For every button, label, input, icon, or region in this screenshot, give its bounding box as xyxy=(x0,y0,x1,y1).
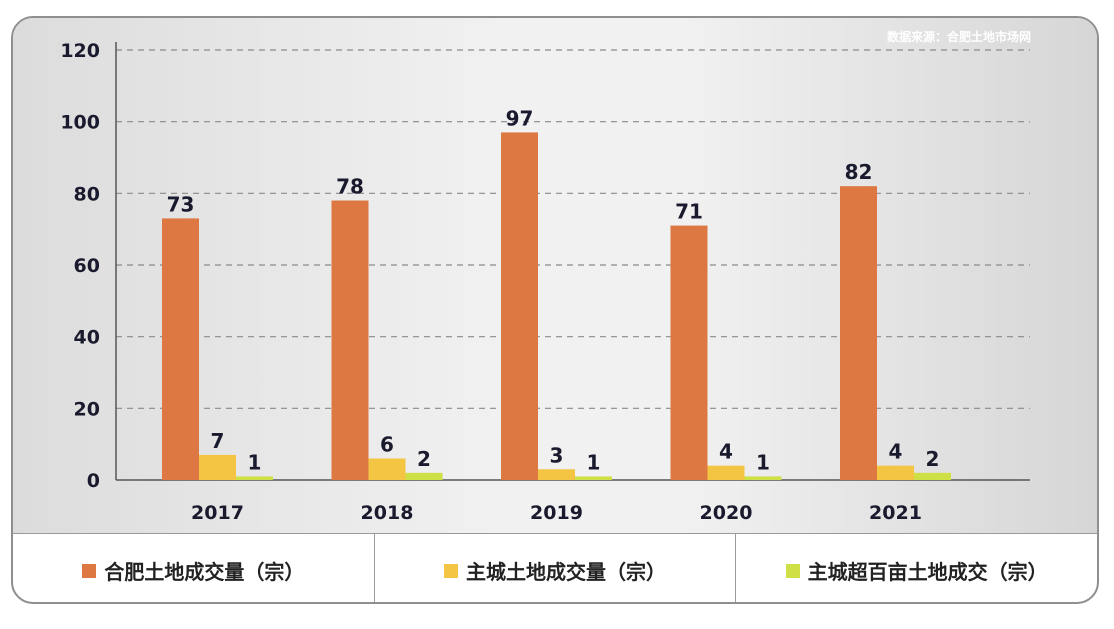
legend-swatch-series-2 xyxy=(444,563,458,578)
data-label: 4 xyxy=(719,440,733,464)
x-tick-label: 2017 xyxy=(191,502,244,524)
data-label: 2 xyxy=(926,447,940,471)
bar xyxy=(670,225,708,480)
source-note: 数据来源：合肥土地市场网 xyxy=(886,30,1031,44)
bar xyxy=(744,476,782,480)
bar xyxy=(840,186,877,480)
data-label: 71 xyxy=(675,200,703,224)
data-label: 1 xyxy=(756,450,770,474)
data-label: 7 xyxy=(211,429,225,453)
data-label: 6 xyxy=(380,433,394,457)
y-tick-label: 40 xyxy=(74,327,100,349)
bar xyxy=(707,465,745,480)
legend-item-series-2: 主城土地成交量（宗） xyxy=(375,534,737,602)
legend: 合肥土地成交量（宗） 主城土地成交量（宗） 主城超百亩土地成交（宗） xyxy=(13,533,1097,602)
data-label: 97 xyxy=(506,106,534,130)
x-tick-label: 2020 xyxy=(700,502,753,524)
y-tick-label: 20 xyxy=(74,398,100,420)
bar xyxy=(162,218,199,480)
bar xyxy=(877,465,914,480)
x-tick-label: 2019 xyxy=(530,502,583,524)
y-tick-label: 120 xyxy=(60,40,100,62)
data-label: 3 xyxy=(550,443,564,467)
bar xyxy=(405,472,443,480)
legend-swatch-series-3 xyxy=(785,563,800,578)
legend-label-series-1: 合肥土地成交量（宗） xyxy=(104,560,305,584)
legend-swatch-series-1 xyxy=(82,563,97,578)
bar xyxy=(331,200,369,480)
x-tick-label: 2018 xyxy=(361,502,414,524)
data-label: 1 xyxy=(587,450,601,474)
legend-label-series-2: 主城土地成交量（宗） xyxy=(466,560,666,584)
legend-item-series-1: 合肥土地成交量（宗） xyxy=(13,534,375,602)
bar xyxy=(538,469,575,480)
legend-label-series-3: 主城超百亩土地成交（宗） xyxy=(807,560,1048,584)
bar xyxy=(501,132,538,480)
bar xyxy=(236,476,273,480)
data-label: 78 xyxy=(336,175,364,199)
data-label: 2 xyxy=(417,447,431,471)
data-label: 1 xyxy=(248,450,262,474)
y-tick-label: 0 xyxy=(87,470,100,492)
x-tick-label: 2021 xyxy=(869,502,922,524)
data-label: 82 xyxy=(845,160,873,184)
legend-item-series-3: 主城超百亩土地成交（宗） xyxy=(736,534,1097,602)
bar xyxy=(914,472,951,480)
y-tick-label: 80 xyxy=(74,183,100,205)
bar xyxy=(575,476,612,480)
data-label: 4 xyxy=(889,440,903,464)
data-label: 73 xyxy=(167,192,195,216)
y-tick-label: 60 xyxy=(74,255,100,277)
bar xyxy=(368,458,406,480)
y-tick-label: 100 xyxy=(60,112,100,134)
bar xyxy=(199,454,236,480)
